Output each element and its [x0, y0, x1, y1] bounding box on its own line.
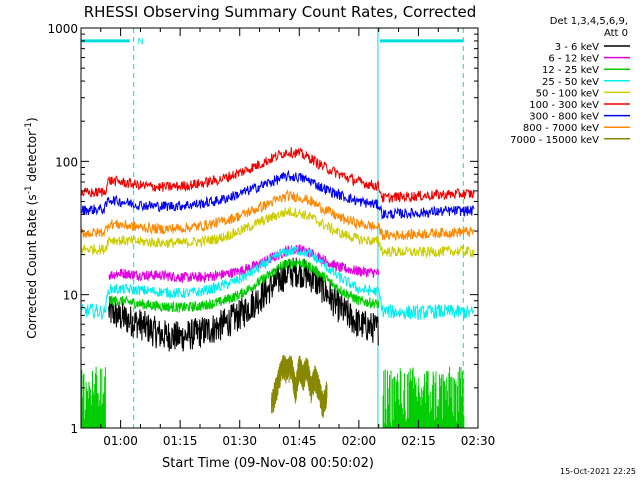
x-tick-label-0: 01:00	[103, 434, 138, 448]
y-axis-label-main: Corrected Count Rate (s	[25, 194, 39, 338]
legend-entry-4: 50 - 100 keV	[536, 88, 600, 99]
series-line-2	[108, 258, 380, 313]
legend-entry-5: 100 - 300 keV	[529, 100, 599, 111]
x-tick-label-5: 02:15	[401, 434, 436, 448]
legend-entry-0: 3 - 6 keV	[555, 42, 599, 53]
flag-label: N	[138, 37, 144, 46]
x-tick-label-2: 01:30	[222, 434, 257, 448]
x-axis-label: Start Time (09-Nov-08 00:50:02)	[162, 456, 374, 471]
axes: 1 10 100 1000 01:00 01:15 01:30 01:45 02:00 02:15…	[47, 22, 495, 448]
series-line-4	[81, 207, 475, 259]
legend-entry-8: 7000 - 15000 keV	[510, 135, 599, 146]
legend-entry-7: 800 - 7000 keV	[523, 123, 599, 134]
y-axis-label-end: )	[25, 117, 39, 122]
x-tick-label-3: 01:45	[282, 434, 317, 448]
y-axis-label: Corrected Count Rate (s-1 detector-1)	[24, 117, 39, 338]
data-layer: N	[81, 28, 475, 428]
x-tick-label-6: 02:30	[461, 434, 496, 448]
legend-header-line1: Det 1,3,4,5,6,9,	[550, 16, 628, 27]
legend-entry-6: 300 - 800 keV	[529, 112, 599, 123]
legend-entry-3: 25 - 50 keV	[542, 77, 599, 88]
series-line-5	[81, 147, 475, 204]
gap-noise	[81, 366, 465, 428]
legend-entry-2: 12 - 25 keV	[542, 65, 599, 76]
series-line-3	[81, 245, 475, 321]
x-tick-label-4: 02:00	[342, 434, 377, 448]
y-axis-label-sup2: -1	[24, 122, 34, 131]
series-line-1	[108, 244, 380, 284]
series-line-0	[108, 257, 380, 352]
y-tick-label-2: 100	[55, 155, 78, 169]
y-axis-label-mid: detector	[25, 131, 39, 186]
chart-title: RHESSI Observing Summary Count Rates, Co…	[84, 3, 477, 21]
timestamp: 15-Oct-2021 22:25	[560, 467, 636, 476]
y-tick-label-3: 1000	[47, 22, 78, 36]
series-line-6	[81, 169, 475, 221]
x-tick-label-1: 01:15	[163, 434, 198, 448]
legend-entry-1: 6 - 12 keV	[548, 54, 599, 65]
plot-area: N	[81, 28, 475, 428]
legend-header-line2: Att 0	[604, 28, 628, 39]
series-line-7	[81, 189, 475, 241]
y-axis-label-sup1: -1	[24, 185, 34, 194]
series-line-8	[271, 354, 328, 418]
y-tick-label-1: 10	[63, 289, 78, 303]
y-tick-label-0: 1	[70, 422, 78, 436]
